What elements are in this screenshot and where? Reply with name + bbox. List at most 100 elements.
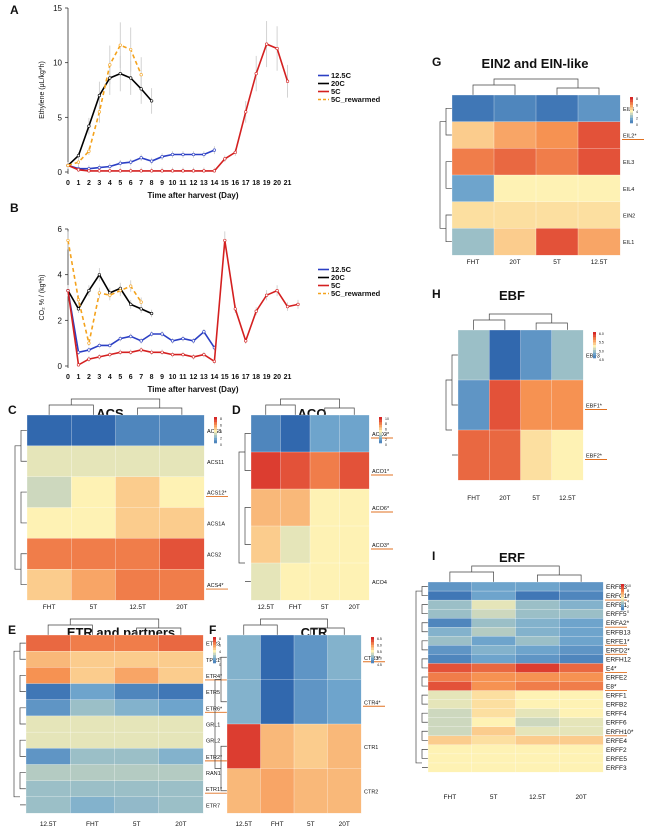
colorbar-segment [593,332,596,335]
column-label: 5T [321,604,329,611]
column-label: FHT [467,495,480,502]
colorbar-segment [379,424,382,428]
colorbar-tick-label: 8 [219,637,221,641]
colorbar-segment [214,437,217,441]
heatmap-cell [158,634,204,652]
x-tick-label: 12 [190,374,198,381]
panel-G: G EIN2 and EIN-like EIL5 EIL2* EIL3 EIL4 EIN2 E… [432,55,644,266]
heatmap-cell [515,608,560,619]
heatmap-cell [515,654,560,664]
heatmap-cell [493,148,537,176]
series-line-5C [67,240,299,367]
heatmap-cell [114,764,160,782]
heatmap-cell [309,414,340,453]
colorbar-segment [593,350,596,354]
row-label: EIL3 [623,160,634,166]
column-label: 5T [553,259,561,266]
heatmap-cell [559,690,604,701]
colorbar-segment [371,657,374,661]
heatmap-cell [293,723,328,769]
series-line-5C_rewarmed [67,240,142,344]
heatmap-cell [70,780,115,798]
row-label: ACS4* [207,583,224,589]
legend-label: 12.5C [331,265,352,274]
data-point [129,334,133,338]
row-label: ERFF1 [606,693,627,700]
panel-H: H EBF EBF3 EBF1* EBF2* FHT 20T 5T 12.5T 6.0 5.5 5.0… [432,287,607,502]
heatmap-cell [427,654,473,664]
data-point [129,284,133,288]
x-tick-label: 19 [263,180,271,187]
row-label: ERFA2* [606,620,630,627]
data-point [66,289,70,293]
x-tick-label: 12 [190,180,198,187]
colorbar-segment [371,637,374,640]
heatmap-cell [559,645,604,655]
heatmap-cell [559,663,604,673]
heatmap-cell [427,608,473,619]
data-point [170,169,175,173]
data-point [97,355,101,359]
data-point [244,339,248,343]
row-label: EBF1* [586,404,603,410]
row-label: EIL4 [623,187,634,193]
x-tick-label: 8 [150,374,154,381]
colorbar-segment [621,599,624,603]
heatmap-cell [471,726,516,737]
heatmap-cell [559,627,604,637]
heatmap-cell [427,708,473,719]
x-tick-label: 20 [273,374,281,381]
heatmap-cell [159,414,205,447]
data-point [150,311,154,316]
heatmap-cell [339,451,370,490]
column-label: 12.5T [235,821,252,828]
row-label: ACO4 [372,580,387,586]
heatmap-cell [25,667,71,684]
row-label: ERFB2 [606,702,627,709]
data-point [202,169,206,173]
row-label: CTR4* [364,700,381,706]
heatmap-cell [471,581,516,592]
colorbar-segment [593,345,596,348]
row-label: ERFB3 [606,584,627,591]
heatmap-cell [559,717,604,728]
data-point [108,76,112,80]
column-label: 20T [509,259,520,266]
colorbar-tick-label: 6 [636,104,638,108]
heatmap-cell [71,538,116,570]
heatmap-cell [493,94,537,123]
data-point [181,152,185,157]
y-axis-label: Ethylene (μL/kg*h) [39,61,46,119]
data-point [139,339,143,343]
x-tick-label: 17 [242,180,250,187]
data-point [212,148,216,152]
y-tick-label: 0 [58,168,63,177]
row-label: ETR7 [206,803,220,809]
heatmap-cell [471,645,516,655]
heatmap-cell [471,753,516,764]
heatmap-cell [559,726,604,737]
data-point [129,350,133,354]
heatmap-cell [26,414,72,447]
colorbar-segment [379,417,382,420]
data-point [170,352,175,357]
heatmap-cell [471,654,516,664]
x-tick-label: 21 [284,374,292,381]
heatmap-cell [114,715,160,733]
heatmap-cell [25,796,71,814]
column-label: FHT [467,259,480,266]
colorbar-tick-label: 5.5 [599,341,604,345]
heatmap-cell [114,731,160,749]
panel-label: I [432,549,435,563]
heatmap-cell [327,723,362,769]
x-tick-label: 1 [77,180,81,187]
colorbar-segment [214,419,217,423]
data-point [285,305,290,309]
row-label: ERFB1 [606,602,627,609]
x-tick-label: 13 [200,374,208,381]
heatmap-cell [327,768,362,814]
data-point [129,169,133,173]
data-point [118,43,122,47]
heatmap-cell [559,581,604,592]
